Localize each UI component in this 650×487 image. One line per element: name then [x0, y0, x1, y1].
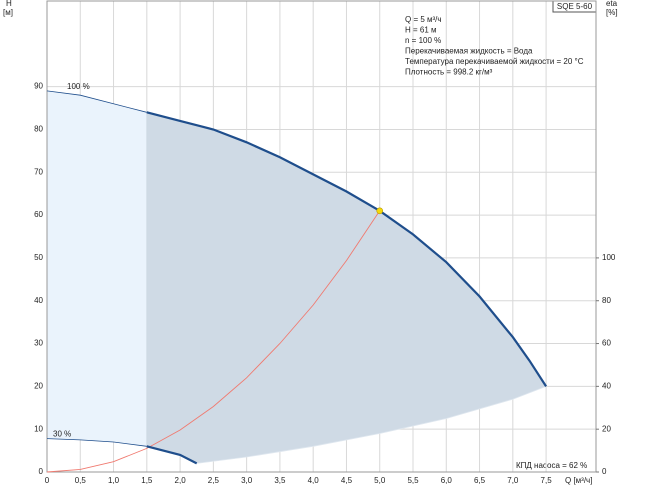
plot-frame	[46, 0, 597, 473]
y2-axis-unit: [%]	[606, 8, 618, 17]
y-tick-label: 40	[34, 296, 43, 305]
y-axis-label: H	[6, 0, 12, 8]
x-tick-label: 6,5	[474, 476, 486, 485]
system-curve	[46, 210, 381, 473]
x-tick-label: 0,5	[75, 476, 87, 485]
shade-duty	[146, 112, 547, 464]
x-tick-label: 3,0	[241, 476, 253, 485]
x-tick-label: 4,0	[308, 476, 320, 485]
pump-curve-outside	[46, 90, 147, 113]
pump-curve	[146, 111, 548, 387]
y2-tick-label: 80	[602, 296, 611, 305]
x-axis-label: Q [м³/ч]	[565, 476, 592, 485]
y-tick-label: 60	[34, 210, 43, 219]
info-line: Перекачиваемая жидкость = Вода	[405, 47, 533, 56]
curve-label: 30 %	[53, 430, 71, 439]
info-line: H = 61 м	[405, 26, 437, 35]
y2-tick-label: 60	[602, 339, 611, 348]
duty-point	[376, 207, 384, 215]
x-tick-label: 7,5	[541, 476, 553, 485]
pump-curve	[146, 445, 198, 465]
x-tick-label: 3,5	[274, 476, 286, 485]
pump-curve-outside	[46, 438, 147, 447]
y-tick-label: 20	[34, 381, 43, 390]
curve-label: 100 %	[67, 82, 90, 91]
badge: SQE 5-60	[557, 2, 593, 11]
y-tick-label: 90	[34, 82, 43, 91]
y2-tick-label: 20	[602, 424, 611, 433]
shading	[47, 90, 547, 464]
x-tick-label: 1,0	[108, 476, 120, 485]
shade-light	[47, 90, 147, 447]
info-line: Плотность = 998.2 кг/м³	[405, 68, 493, 77]
y2-axis-label: eta	[606, 0, 618, 8]
y2-tick-label: 40	[602, 381, 611, 390]
y-tick-label: 30	[34, 339, 43, 348]
info-line: Температура перекачиваемой жидкости = 20…	[405, 57, 584, 66]
lower-boundary	[196, 386, 547, 464]
y-axis-unit: [м]	[3, 8, 13, 17]
x-tick-label: 7,0	[507, 476, 519, 485]
y-tick-label: 10	[34, 424, 43, 433]
y-tick-label: 0	[39, 467, 44, 476]
y2-tick-label: 0	[602, 467, 607, 476]
x-tick-label: 5,5	[407, 476, 419, 485]
y2-tick-label: 100	[602, 253, 616, 262]
x-tick-label: 2,5	[208, 476, 220, 485]
x-tick-label: 1,5	[141, 476, 153, 485]
x-tick-label: 0	[45, 476, 50, 485]
info-line: n = 100 %	[405, 36, 441, 45]
x-tick-label: 5,0	[374, 476, 386, 485]
efficiency-note: КПД насоса = 62 %	[516, 461, 587, 470]
x-tick-label: 4,5	[341, 476, 353, 485]
info-line: Q = 5 м³/ч	[405, 15, 442, 24]
x-tick-label: 6,0	[441, 476, 453, 485]
x-tick-label: 2,0	[175, 476, 187, 485]
y-tick-label: 70	[34, 167, 43, 176]
y-tick-label: 50	[34, 253, 43, 262]
y-tick-label: 80	[34, 125, 43, 134]
